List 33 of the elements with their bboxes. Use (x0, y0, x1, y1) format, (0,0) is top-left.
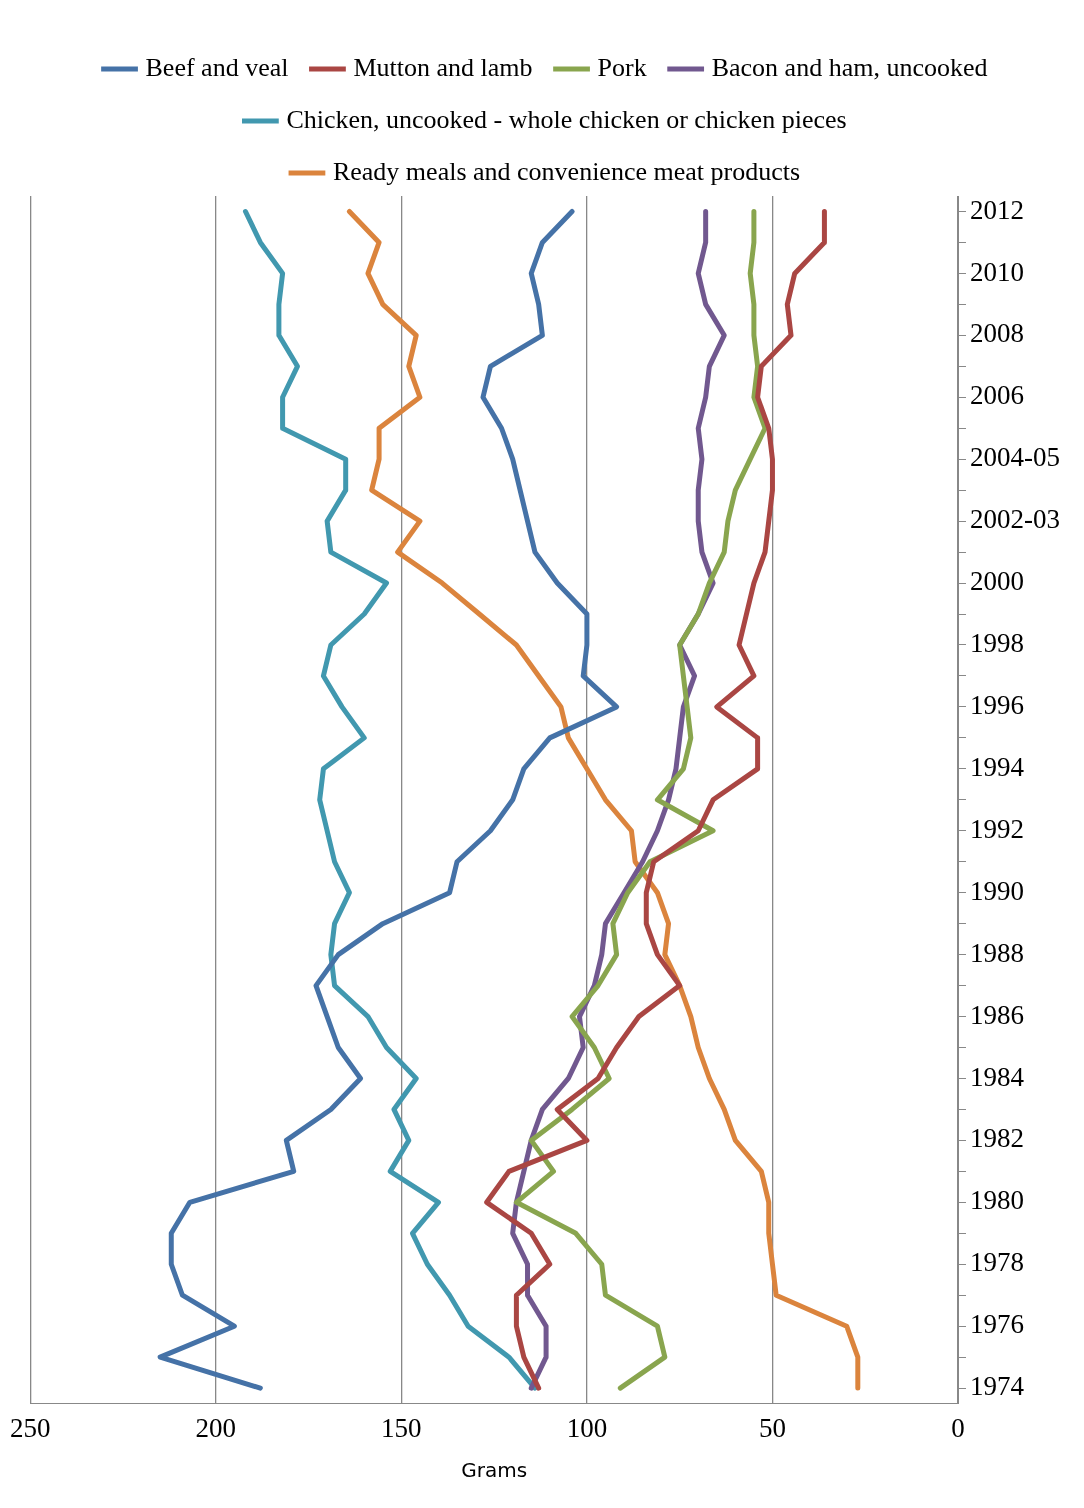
y-tick-label: 2000 (970, 566, 1025, 597)
x-tick-label: 100 (566, 1412, 608, 1443)
legend-label: Mutton and lamb (353, 52, 533, 82)
y-tick-label: 2012 (970, 194, 1025, 225)
y-tick-label: 1974 (970, 1371, 1025, 1402)
y-tick-label: 1988 (970, 937, 1025, 968)
legend-label: Bacon and ham, uncooked (711, 52, 988, 82)
y-tick-label: 2004-05 (970, 442, 1061, 473)
y-tick-label: 2008 (970, 318, 1025, 349)
y-tick-label: 2006 (970, 380, 1025, 411)
legend-label: Pork (597, 52, 647, 82)
y-tick-label: 1978 (970, 1247, 1025, 1278)
y-tick-label: 1994 (970, 751, 1025, 782)
y-tick-label: 1976 (970, 1309, 1025, 1340)
y-tick-label: 2010 (970, 256, 1025, 287)
x-axis-title: Grams (461, 1458, 528, 1483)
legend-label: Chicken, uncooked - whole chicken or chicken pieces (286, 104, 847, 134)
x-tick-label: 200 (195, 1412, 237, 1443)
x-tick-label: 0 (951, 1412, 965, 1443)
y-tick-label: 1998 (970, 628, 1025, 659)
y-tick-label: 1980 (970, 1185, 1025, 1216)
y-tick-label: 1992 (970, 813, 1025, 844)
y-tick-label: 1996 (970, 690, 1025, 720)
x-tick-label: 150 (381, 1412, 422, 1443)
y-tick-label: 1982 (970, 1123, 1025, 1154)
legend-label: Beef and veal (145, 52, 289, 82)
y-tick-label: 1986 (970, 999, 1025, 1030)
x-tick-label: 250 (10, 1412, 51, 1443)
y-tick-label: 2002-03 (970, 504, 1061, 535)
y-tick-label: 1984 (970, 1061, 1025, 1092)
x-tick-label: 50 (758, 1412, 786, 1443)
y-tick-label: 1990 (970, 875, 1025, 906)
legend-label: Ready meals and convenience meat products (332, 156, 801, 186)
